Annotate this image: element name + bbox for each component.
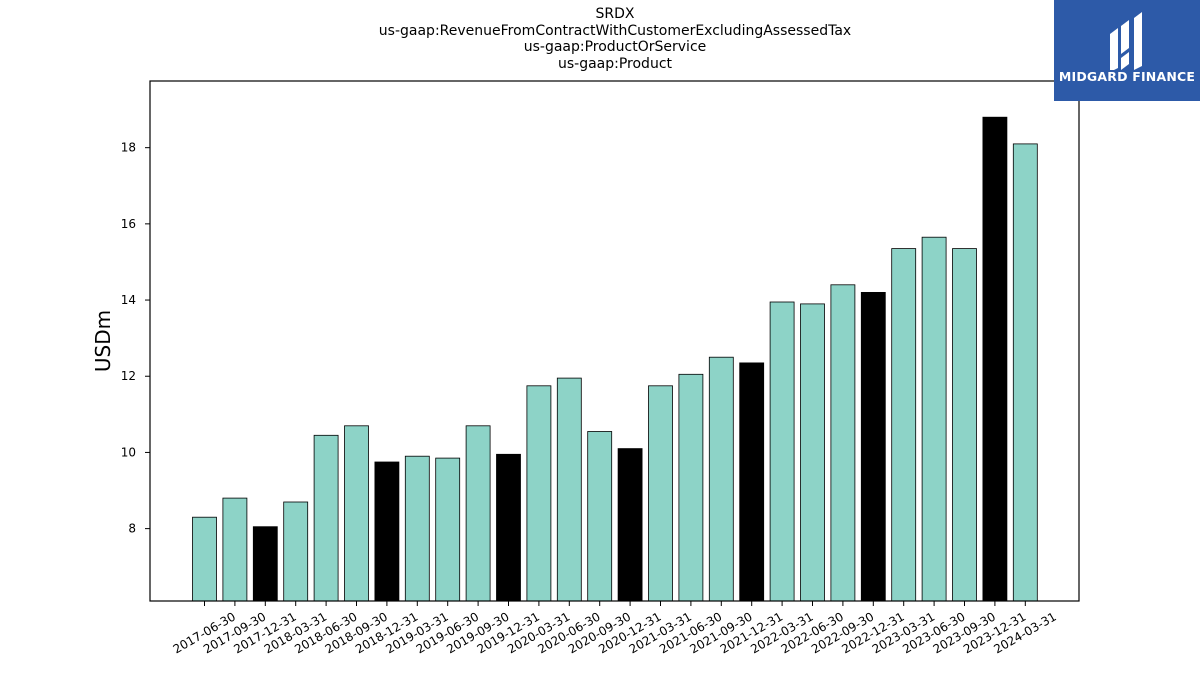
- bar-2021-03-31: [648, 385, 673, 602]
- bar-2020-06-30: [556, 377, 582, 602]
- bar-2017-09-30: [222, 497, 248, 602]
- bar-2023-06-30: [921, 236, 947, 602]
- y-axis: 8 10 12 14 16 18: [121, 141, 150, 536]
- bar-2023-12-31: [982, 116, 1008, 602]
- bar-2021-09-30: [708, 356, 734, 602]
- chart-subtitle-member: us-gaap:Product: [557, 55, 673, 72]
- bar-2020-12-31: [617, 448, 643, 602]
- bars-group: [192, 116, 1038, 602]
- midgard-logo-icon: [1110, 12, 1142, 70]
- bar-2018-12-31: [374, 461, 400, 602]
- midgard-finance-logo: MIDGARD FINANCE: [1054, 0, 1200, 101]
- bar-2022-03-31: [769, 301, 795, 602]
- bar-2020-09-30: [587, 431, 613, 602]
- bar-2018-03-31: [283, 501, 309, 602]
- x-axis: 2017-06-302017-09-302017-12-312018-03-31…: [171, 601, 1059, 656]
- bar-2021-12-31: [739, 362, 765, 602]
- bar-2024-03-31: [1012, 143, 1038, 602]
- y-tick-label: 14: [121, 293, 136, 307]
- bar-2017-12-31: [252, 526, 278, 602]
- chart-title-block: SRDX us-gaap:RevenueFromContractWithCust…: [0, 6, 1200, 72]
- bar-2017-06-30: [192, 516, 217, 602]
- y-tick-label: 18: [121, 141, 136, 155]
- chart-subtitle-axis: us-gaap:ProductOrService: [523, 39, 707, 55]
- bar-2022-12-31: [860, 291, 886, 602]
- chart-subtitle-concept: us-gaap:RevenueFromContractWithCustomerE…: [378, 22, 852, 39]
- bar-2021-06-30: [678, 373, 704, 602]
- y-tick-label: 10: [121, 445, 136, 459]
- bar-2018-09-30: [344, 425, 369, 602]
- logo-text: MIDGARD FINANCE: [1058, 69, 1196, 84]
- bar-2019-06-30: [435, 457, 461, 602]
- plot-frame: [149, 80, 1080, 602]
- bar-2018-06-30: [313, 434, 339, 602]
- bar-2019-03-31: [404, 455, 430, 602]
- bar-2022-06-30: [800, 303, 825, 602]
- chart-title: SRDX: [595, 6, 635, 22]
- bar-2023-03-31: [891, 248, 917, 602]
- bar-2022-09-30: [830, 284, 856, 602]
- y-tick-label: 8: [128, 522, 136, 536]
- y-tick-label: 16: [121, 217, 136, 231]
- y-tick-label: 12: [121, 369, 136, 383]
- bar-2019-12-31: [496, 453, 521, 602]
- y-axis-label: USDm: [91, 310, 115, 372]
- bar-2020-03-31: [526, 385, 552, 602]
- bar-2019-09-30: [465, 425, 491, 602]
- bar-2023-09-30: [952, 248, 977, 602]
